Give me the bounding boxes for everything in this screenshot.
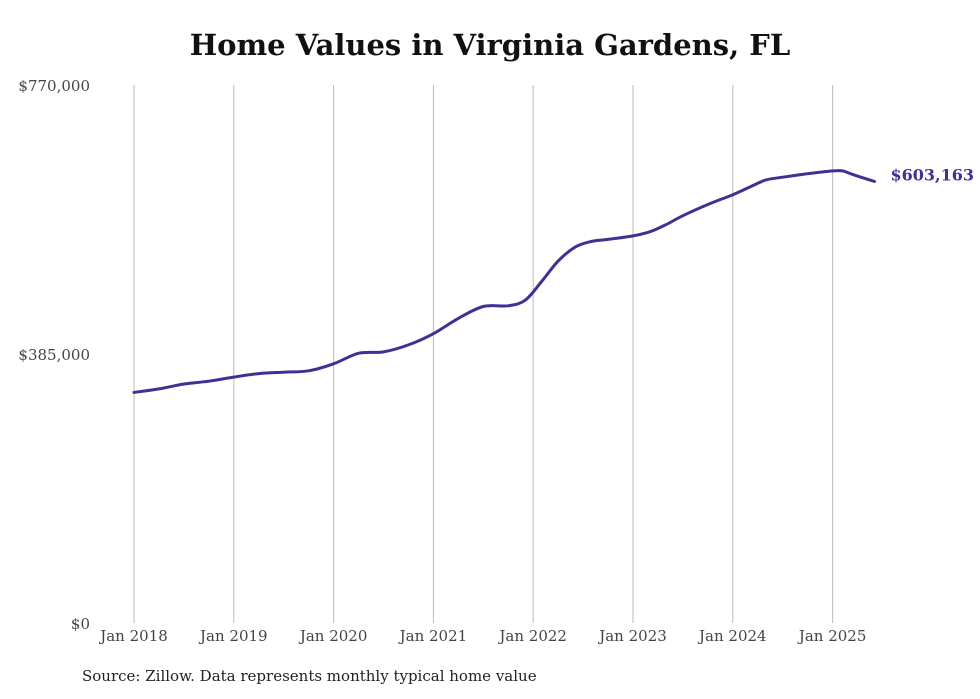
series-layer (132, 169, 876, 394)
y-tick-label: $0 (71, 615, 90, 633)
series-line (132, 169, 876, 394)
y-tick-label: $385,000 (18, 346, 90, 364)
grid-lines (133, 85, 834, 623)
tick-labels: Jan 2018 Jan 2019 Jan 2020 Jan 2021 Jan 2022… (18, 77, 974, 645)
x-tick-label: Jan 2024 (697, 627, 767, 645)
chart-title: Home Values in Virginia Gardens, FL (189, 28, 791, 62)
x-tick-label: Jan 2019 (198, 627, 268, 645)
end-value-label: $603,163 (891, 165, 975, 184)
x-tick-label: Jan 2025 (797, 627, 867, 645)
x-tick-label: Jan 2021 (398, 627, 468, 645)
x-tick-label: Jan 2023 (597, 627, 667, 645)
x-tick-label: Jan 2018 (98, 627, 168, 645)
y-tick-label: $770,000 (18, 77, 90, 95)
x-tick-label: Jan 2022 (497, 627, 567, 645)
source-note: Source: Zillow. Data represents monthly … (82, 667, 537, 685)
x-tick-label: Jan 2020 (298, 627, 368, 645)
